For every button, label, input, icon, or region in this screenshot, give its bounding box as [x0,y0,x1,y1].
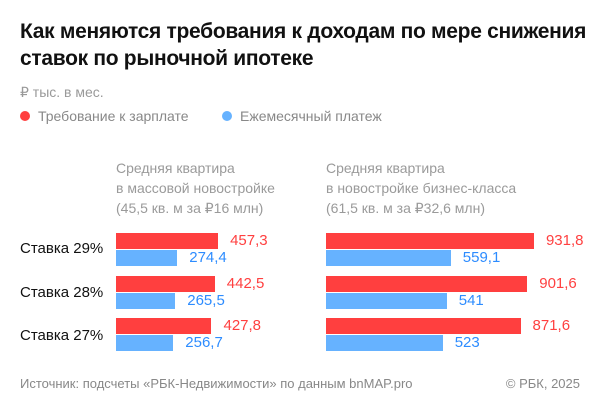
data-label-salary: 871,6 [532,317,571,334]
bar-payment [116,250,178,266]
data-label-payment: 523 [454,334,480,351]
legend-label: Ежемесячный платеж [240,108,382,124]
bar-payment [326,293,447,309]
legend-marker-payment [222,111,232,121]
legend-item-payment: Ежемесячный платеж [222,108,382,124]
data-label-salary: 931,8 [545,232,584,249]
data-label-salary: 457,3 [230,232,268,249]
copyright: © РБК, 2025 [505,376,580,391]
legend-item-salary: Требование к зарплате [20,108,189,124]
panel-title-line: (45,5 кв. м за ₽16 млн) [116,200,264,216]
category-label: Ставка 28% [20,284,104,301]
data-label-payment: 274,4 [189,249,227,266]
panel-title-line: (61,5 кв. м за ₽32,6 млн) [326,200,485,216]
category-label: Ставка 29% [20,240,104,257]
bar-payment [116,293,176,309]
data-label-salary: 901,6 [539,275,577,292]
unit-label: ₽ тыс. в мес. [20,84,104,100]
panel-title-line: в массовой новостройке [116,180,275,196]
bar-salary [116,318,212,334]
bar-payment [326,335,443,351]
panel-title-line: в новостройке бизнес-класса [326,180,517,196]
bar-salary [326,233,534,249]
data-label-payment: 256,7 [185,334,223,351]
bar-payment [116,335,174,351]
bar-salary [116,233,219,249]
panel-title-mass: Средняя квартира в массовой новостройке … [116,158,275,218]
legend-marker-salary [20,111,30,121]
chart-title: Как меняются требования к доходам по мер… [20,20,587,70]
bar-salary [326,276,528,292]
source-note: Источник: подсчеты «РБК-Недвижимости» по… [20,376,413,391]
data-label-payment: 559,1 [462,249,501,266]
data-label-payment: 265,5 [187,292,225,309]
data-label-payment: 541 [458,292,484,309]
bar-payment [326,250,451,266]
panel-title-business: Средняя квартира в новостройке бизнес-кл… [326,158,516,218]
data-label-salary: 442,5 [226,275,265,292]
legend-label: Требование к зарплате [38,108,189,124]
panel-title-line: Средняя квартира [326,160,445,176]
category-label: Ставка 27% [20,327,104,344]
bar-salary [116,276,215,292]
panel-title-line: Средняя квартира [116,160,235,176]
data-label-salary: 427,8 [223,317,262,334]
bar-salary [326,318,521,334]
